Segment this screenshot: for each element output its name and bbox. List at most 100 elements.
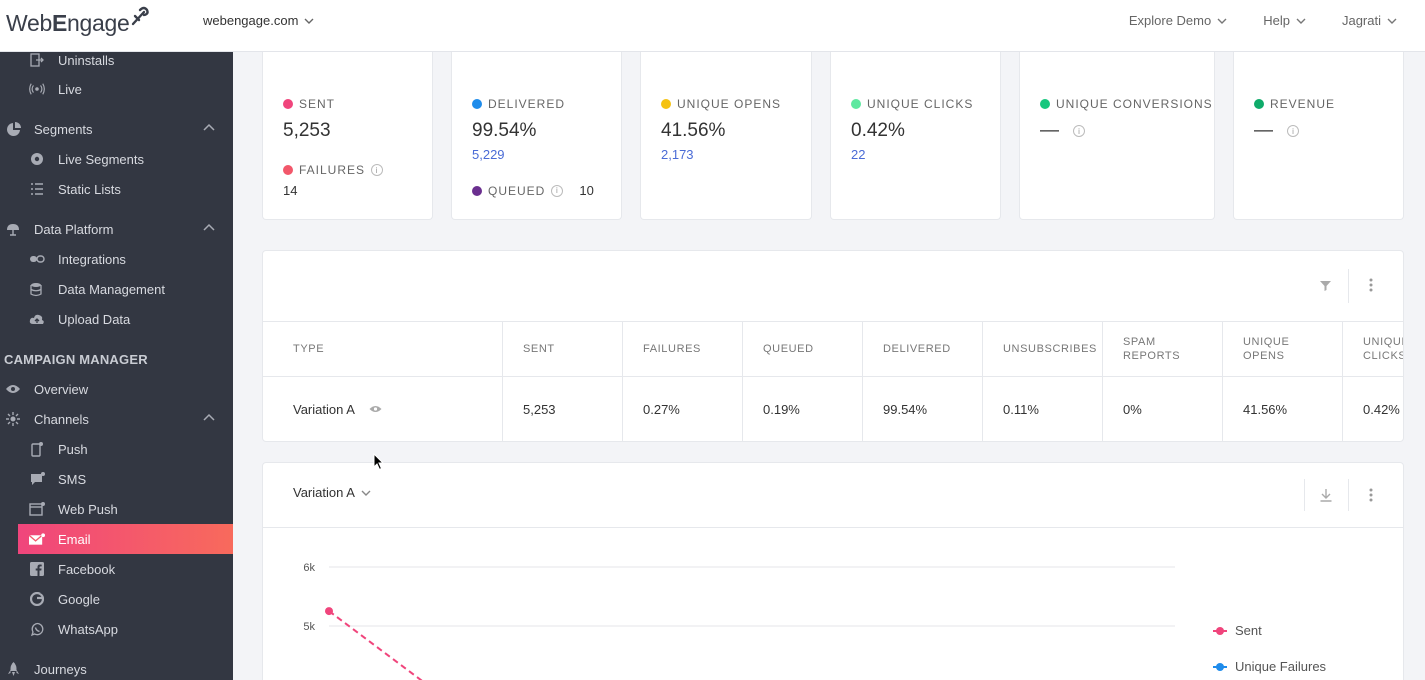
sidebar-item-label: Journeys — [34, 661, 87, 677]
sidebar: Uninstalls Live Segments Live Segments S… — [0, 52, 233, 680]
sidebar-item-overview[interactable]: Overview — [0, 374, 233, 404]
eye-icon[interactable] — [369, 405, 382, 413]
sidebar-item-label: Push — [58, 441, 88, 457]
variation-selector[interactable]: Variation A — [293, 485, 371, 500]
sidebar-item-label: Facebook — [58, 561, 116, 577]
info-icon[interactable]: i — [551, 184, 564, 197]
database-icon — [29, 281, 45, 297]
sidebar-item-label: Segments — [34, 121, 93, 137]
rocket-icon — [5, 661, 21, 677]
unique-opens-label: UNIQUE OPENS — [661, 97, 781, 111]
sidebar-item-label: Upload Data — [58, 311, 131, 327]
help-label: Help — [1263, 13, 1290, 28]
sidebar-item-facebook[interactable]: Facebook — [0, 554, 233, 584]
column-header-unsubscribes[interactable]: UNSUBSCRIBES — [983, 322, 1103, 376]
user-menu[interactable]: Jagrati — [1342, 13, 1397, 28]
legend-swatch-sent — [1213, 626, 1227, 636]
uninstall-icon — [29, 52, 45, 68]
sidebar-item-google[interactable]: Google — [0, 584, 233, 614]
sidebar-item-live[interactable]: Live — [0, 74, 233, 104]
column-header-queued[interactable]: QUEUED — [743, 322, 863, 376]
revenue-value: — — [1254, 120, 1273, 141]
more-options-icon[interactable] — [1361, 484, 1381, 506]
legend-item-unique-failures[interactable]: Unique Failures — [1213, 659, 1326, 674]
sidebar-item-live-segments[interactable]: Live Segments — [0, 144, 233, 174]
variation-table-panel: TYPE SENT FAILURES QUEUED DELIVERED UNSU… — [262, 250, 1404, 442]
sidebar-item-sms[interactable]: SMS — [0, 464, 233, 494]
column-header-type[interactable]: TYPE — [263, 322, 503, 376]
download-icon[interactable] — [1316, 484, 1336, 506]
sidebar-item-static-lists[interactable]: Static Lists — [0, 174, 233, 204]
revenue-value-row: — i — [1254, 120, 1299, 142]
filter-icon[interactable] — [1315, 275, 1335, 295]
sidebar-item-channels[interactable]: Channels — [0, 404, 233, 434]
eye-icon — [5, 381, 21, 397]
sent-label-text: SENT — [299, 97, 336, 111]
sidebar-item-label: Live — [58, 81, 82, 97]
logo-e-mark: E — [51, 9, 68, 36]
sidebar-item-label: Static Lists — [58, 181, 121, 197]
column-header-sent[interactable]: SENT — [503, 322, 623, 376]
cell-delivered: 99.54% — [863, 377, 983, 441]
revenue-label: REVENUE — [1254, 97, 1335, 111]
sidebar-item-data-platform[interactable]: Data Platform — [0, 214, 233, 244]
cell-type: Variation A — [263, 377, 503, 441]
sidebar-item-push[interactable]: Push — [0, 434, 233, 464]
account-name: webengage.com — [203, 13, 299, 28]
table-header-row: TYPE SENT FAILURES QUEUED DELIVERED UNSU… — [263, 321, 1403, 377]
chevron-down-icon — [1387, 18, 1397, 24]
email-icon — [29, 531, 45, 547]
header-line-1: UNIQUE — [1363, 336, 1403, 348]
sidebar-item-uninstalls[interactable]: Uninstalls — [0, 52, 233, 75]
sidebar-item-label: Channels — [34, 411, 89, 427]
sent-dot — [283, 99, 293, 109]
variation-selector-label: Variation A — [293, 485, 355, 500]
column-header-unique-clicks[interactable]: UNIQUE CLICKS — [1343, 322, 1403, 376]
cloud-upload-icon — [29, 311, 45, 327]
data-point-sent[interactable] — [325, 607, 333, 616]
live-broadcast-icon — [29, 81, 45, 97]
unique-conversions-dot — [1040, 99, 1050, 109]
explore-demo-label: Explore Demo — [1128, 13, 1212, 28]
more-options-icon[interactable] — [1361, 275, 1381, 295]
stat-card-unique-clicks: UNIQUE CLICKS 0.42% 22 — [830, 52, 1001, 220]
explore-demo-menu[interactable]: Explore Demo — [1129, 13, 1227, 28]
cell-unique-clicks: 0.42% — [1363, 401, 1400, 417]
info-icon[interactable]: i — [1073, 125, 1085, 137]
column-header-spam-reports[interactable]: SPAM REPORTS — [1103, 322, 1223, 376]
chevron-up-icon — [203, 123, 215, 131]
sidebar-item-web-push[interactable]: Web Push — [0, 494, 233, 524]
info-icon[interactable]: i — [1287, 125, 1299, 137]
column-header-unique-opens[interactable]: UNIQUE OPENS — [1223, 322, 1343, 376]
whatsapp-icon — [29, 621, 45, 637]
help-menu[interactable]: Help — [1263, 13, 1306, 28]
google-icon — [29, 591, 45, 607]
integrations-icon — [29, 251, 45, 267]
toolbar-divider — [1348, 269, 1349, 303]
queued-label-text: QUEUED — [488, 183, 546, 198]
chevron-up-icon — [203, 413, 215, 421]
data-platform-icon — [5, 221, 21, 237]
column-header-failures[interactable]: FAILURES — [623, 322, 743, 376]
sidebar-item-integrations[interactable]: Integrations — [0, 244, 233, 274]
top-nav: Explore Demo Help Jagrati — [1129, 13, 1397, 28]
sidebar-item-email[interactable]: Email — [18, 524, 233, 554]
chevron-down-icon — [304, 18, 314, 24]
sidebar-item-segments[interactable]: Segments — [0, 114, 233, 144]
sidebar-item-label: Data Platform — [34, 221, 114, 237]
sidebar-item-data-management[interactable]: Data Management — [0, 274, 233, 304]
cell-sent: 5,253 — [503, 377, 623, 441]
sidebar-item-upload-data[interactable]: Upload Data — [0, 304, 233, 334]
web-push-icon — [29, 501, 45, 517]
facebook-icon — [29, 561, 45, 577]
header-line-2: OPENS — [1243, 350, 1285, 362]
column-header-delivered[interactable]: DELIVERED — [863, 322, 983, 376]
info-icon[interactable]: i — [371, 164, 384, 176]
stat-card-sent: SENT 5,253 FAILURES i 14 — [262, 52, 433, 220]
unique-conversions-value: — — [1040, 120, 1059, 141]
sidebar-item-journeys[interactable]: Journeys — [0, 654, 233, 680]
sidebar-item-whatsapp[interactable]: WhatsApp — [0, 614, 233, 644]
legend-item-sent[interactable]: Sent — [1213, 623, 1262, 638]
account-switcher[interactable]: webengage.com — [203, 13, 314, 28]
